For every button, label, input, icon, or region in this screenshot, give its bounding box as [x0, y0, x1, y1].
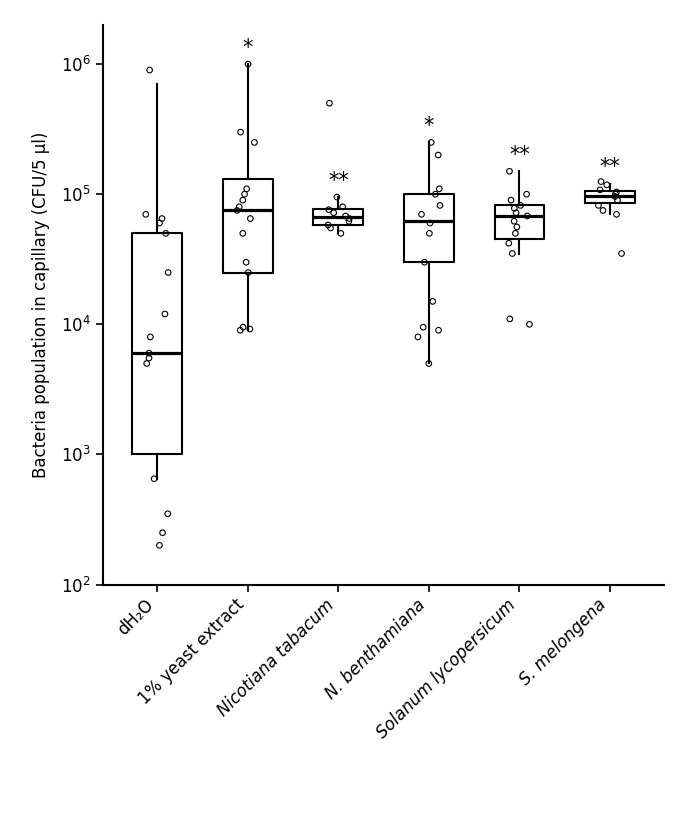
Point — [509, 215, 520, 228]
Point — [328, 206, 339, 220]
Point — [611, 208, 622, 221]
Point — [433, 149, 444, 162]
Point — [144, 347, 155, 360]
Point — [425, 136, 436, 149]
Point — [160, 226, 171, 240]
Point — [343, 215, 354, 228]
Point — [509, 201, 520, 215]
Point — [597, 204, 608, 217]
Point — [162, 507, 173, 520]
Point — [245, 322, 256, 336]
Text: dH₂O: dH₂O — [114, 595, 157, 639]
Point — [425, 216, 436, 230]
Point — [419, 256, 430, 269]
Point — [611, 185, 622, 199]
Point — [235, 125, 246, 139]
Point — [245, 212, 256, 225]
Point — [506, 194, 516, 207]
Point — [524, 317, 535, 331]
Point — [238, 321, 249, 334]
Point — [144, 63, 155, 77]
Point — [521, 188, 532, 201]
Point — [239, 188, 250, 201]
Text: *: * — [242, 38, 253, 58]
Point — [593, 199, 604, 212]
Point — [237, 194, 248, 207]
Point — [434, 182, 445, 195]
Point — [433, 324, 444, 337]
Point — [242, 58, 253, 71]
Text: Nicotiana tabacum: Nicotiana tabacum — [214, 595, 338, 720]
Point — [323, 203, 334, 216]
Point — [144, 352, 155, 365]
Point — [234, 200, 245, 214]
Text: **: ** — [328, 170, 349, 190]
Point — [412, 330, 423, 343]
Point — [434, 199, 445, 212]
Point — [325, 221, 336, 235]
Point — [512, 220, 523, 234]
Point — [160, 307, 171, 321]
Point — [610, 188, 621, 201]
Point — [601, 178, 612, 191]
Point — [332, 190, 342, 204]
Point — [418, 321, 429, 334]
Point — [232, 204, 242, 217]
Point — [241, 182, 252, 195]
Point — [157, 526, 168, 539]
Point — [423, 357, 434, 370]
Point — [340, 210, 351, 223]
Point — [344, 212, 355, 225]
Point — [249, 136, 260, 149]
Point — [154, 216, 165, 230]
Point — [507, 247, 518, 261]
Point — [430, 188, 441, 201]
Text: **: ** — [509, 144, 530, 164]
Text: N. benthamiana: N. benthamiana — [322, 595, 429, 702]
Point — [336, 226, 347, 240]
Point — [149, 472, 160, 485]
Point — [145, 330, 155, 343]
Text: *: * — [424, 116, 434, 136]
Point — [504, 164, 515, 178]
Point — [324, 97, 335, 110]
Point — [337, 200, 348, 214]
Point — [140, 208, 151, 221]
Point — [242, 266, 253, 279]
Point — [416, 208, 427, 221]
Point — [235, 324, 246, 337]
Point — [157, 212, 168, 225]
Point — [610, 190, 621, 203]
Point — [163, 266, 174, 279]
Point — [237, 226, 248, 240]
Point — [503, 236, 514, 250]
Point — [424, 226, 435, 240]
Point — [504, 312, 515, 326]
Point — [612, 194, 623, 207]
Text: 1% yeast extract: 1% yeast extract — [135, 595, 248, 708]
Point — [595, 175, 606, 188]
Point — [141, 357, 152, 370]
Point — [427, 295, 438, 308]
Point — [323, 218, 334, 231]
Point — [515, 199, 526, 212]
Text: S. melongena: S. melongena — [516, 595, 610, 689]
Point — [595, 183, 606, 196]
Point — [154, 539, 165, 552]
Point — [616, 247, 627, 261]
Point — [510, 226, 521, 240]
Point — [522, 210, 533, 223]
Text: **: ** — [599, 157, 621, 177]
Point — [510, 206, 521, 220]
Point — [240, 256, 251, 269]
Y-axis label: Bacteria population in capillary (CFU/5 μl): Bacteria population in capillary (CFU/5 … — [32, 132, 50, 478]
Text: Solanum lycopersicum: Solanum lycopersicum — [373, 595, 519, 741]
